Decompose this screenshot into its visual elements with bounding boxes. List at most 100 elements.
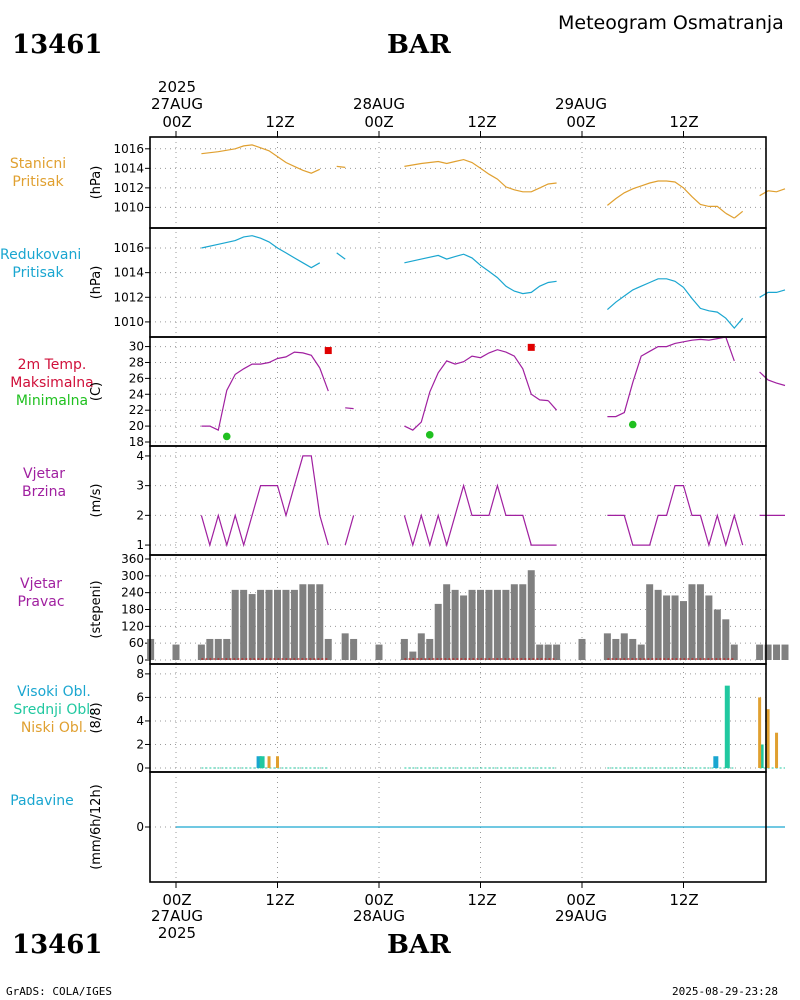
series-line — [200, 455, 329, 548]
time-label-top-5: 00Z — [566, 113, 596, 131]
wind-direction-bar — [502, 589, 510, 660]
wind-direction-bar — [756, 644, 764, 660]
series-line — [759, 289, 786, 298]
wind-direction-bar — [654, 589, 662, 660]
wind-direction-bar — [240, 589, 248, 660]
series-line — [607, 336, 735, 418]
panel-label-line: Pritisak — [12, 174, 64, 190]
wind-direction-bar — [341, 633, 349, 660]
wind-direction-bar — [671, 595, 679, 660]
y-tick-label: 0 — [136, 653, 144, 667]
wind-direction-bar — [553, 644, 561, 660]
cloud-bar — [276, 756, 279, 768]
cloud-bar — [267, 756, 271, 768]
wind-direction-bar — [257, 589, 265, 660]
y-tick-label: 1 — [136, 538, 144, 552]
time-label-bottom-3: 00Z — [364, 891, 394, 909]
panel-label-line: Visoki Obl. — [17, 684, 91, 700]
station-id-top: 13461 — [12, 30, 103, 60]
footer-credit: GrADS: COLA/IGES — [6, 985, 112, 998]
date-label-bottom-1: 27AUG — [151, 907, 203, 925]
y-tick-label: 1016 — [113, 241, 144, 255]
wind-direction-bar — [265, 589, 273, 660]
wind-direction-bar — [468, 589, 476, 660]
y-tick-label: 26 — [129, 371, 144, 385]
panel-frame-temperature — [149, 336, 767, 447]
panel-frame-clouds — [149, 663, 767, 773]
y-tick-label: 1016 — [113, 142, 144, 156]
wind-direction-bar — [646, 584, 654, 660]
y-tick-label: 1014 — [113, 266, 144, 280]
wind-direction-bar — [417, 633, 425, 660]
series-line — [336, 252, 346, 260]
wind-direction-bar — [544, 644, 552, 660]
y-tick-label: 300 — [121, 569, 144, 583]
wind-direction-bar — [409, 651, 417, 660]
y-tick-label: 2 — [136, 737, 144, 751]
series-line — [607, 485, 744, 548]
unit-label: (C) — [89, 382, 104, 401]
y-tick-label: 1012 — [113, 181, 144, 195]
y-tick-label: 60 — [129, 636, 144, 650]
station-name-top: BAR — [387, 30, 451, 60]
series-line — [404, 158, 557, 193]
panel-label-clouds: Visoki Obl. Srednji Obl. Niski Obl. — [0, 683, 108, 737]
y-tick-label: 18 — [129, 435, 144, 449]
wind-direction-bar — [426, 638, 434, 660]
date-label-bottom-3: 29AUG — [555, 907, 607, 925]
wind-direction-bar — [290, 589, 298, 660]
y-tick-label: 4 — [136, 714, 144, 728]
wind-direction-bar — [620, 633, 628, 660]
panel-frame-reduced-pressure — [149, 227, 767, 338]
y-tick-label: 0 — [136, 820, 144, 834]
panel-label-line: Redukovani — [0, 247, 82, 263]
series-line — [344, 515, 355, 546]
panel-label-line: Niski Obl. — [20, 720, 88, 736]
series-line — [201, 144, 321, 174]
panel-label-wind-direction: Vjetar Pravac — [0, 575, 82, 611]
date-label-bottom-2: 28AUG — [353, 907, 405, 925]
y-tick-label: 1010 — [113, 200, 144, 214]
wind-direction-bar — [773, 644, 781, 660]
min-temp-marker — [425, 431, 434, 439]
unit-label: (8/8) — [89, 702, 104, 733]
date-label-top-3: 29AUG — [555, 95, 607, 113]
series-line — [404, 349, 549, 431]
wind-direction-bar — [197, 644, 205, 660]
wind-direction-bar — [536, 644, 544, 660]
wind-direction-bar — [578, 638, 586, 660]
time-label-bottom-4: 12Z — [467, 891, 497, 909]
wind-direction-bar — [485, 589, 493, 660]
panel-label-line: Padavine — [10, 793, 74, 809]
unit-label: (mm/6h/12h) — [89, 784, 104, 870]
unit-label: (hPa) — [89, 166, 104, 200]
panel-label-reduced-pressure: Redukovani Pritisak — [0, 246, 82, 282]
wind-direction-bar — [434, 603, 442, 660]
cloud-bar — [713, 756, 719, 768]
cloud-bar — [758, 697, 762, 768]
unit-label: (stepeni) — [89, 580, 104, 638]
time-label-bottom-6: 12Z — [669, 891, 699, 909]
panel-label-line: Vjetar — [23, 466, 65, 482]
wind-direction-bar — [274, 589, 281, 660]
series-line — [547, 400, 558, 411]
wind-direction-bar — [231, 589, 239, 660]
y-tick-label: 4 — [136, 449, 144, 463]
wind-direction-bar — [206, 638, 214, 660]
wind-direction-bar — [350, 638, 358, 660]
series-line — [733, 210, 744, 219]
wind-direction-bar — [713, 609, 721, 660]
wind-direction-bar — [688, 584, 696, 660]
time-label-bottom-5: 00Z — [566, 891, 596, 909]
time-label-top-1: 00Z — [162, 113, 192, 131]
panel-label-line: Stanicni — [9, 156, 67, 172]
max-temp-marker — [527, 343, 535, 351]
y-tick-label: 3 — [136, 479, 144, 493]
panel-label-line: Pravac — [17, 594, 65, 610]
wind-direction-bar — [223, 638, 231, 660]
wind-direction-bar — [443, 584, 451, 660]
wind-direction-bar — [493, 589, 501, 660]
panel-label-line: Maksimalna — [10, 375, 94, 391]
time-label-top-6: 12Z — [669, 113, 699, 131]
wind-direction-bar — [663, 595, 671, 660]
